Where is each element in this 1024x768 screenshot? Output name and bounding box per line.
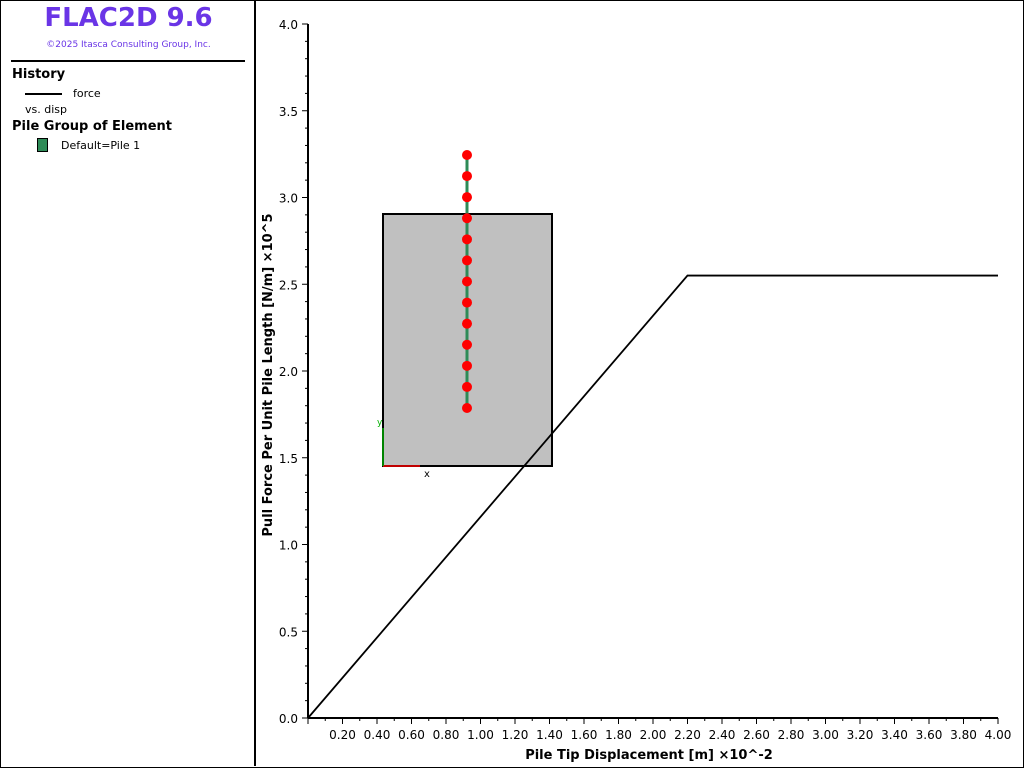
x-tick-label: 0.20 xyxy=(329,728,356,742)
chart-series xyxy=(307,274,998,719)
inset-pile-node xyxy=(462,360,472,371)
legend-divider xyxy=(11,60,245,62)
x-tick-label: 2.60 xyxy=(743,728,770,742)
history-section-title: History xyxy=(12,67,66,82)
inset-pile-node xyxy=(462,171,472,182)
history-line-swatch xyxy=(25,93,62,95)
y-tick-label: 4.0 xyxy=(279,18,298,32)
inset-pile-node xyxy=(462,213,472,224)
legend-panel: FLAC2D 9.6 ©2025 Itasca Consulting Group… xyxy=(1,1,256,766)
inset-pile-node xyxy=(462,192,472,203)
x-tick-label: 0.80 xyxy=(433,728,460,742)
model-inset: xy xyxy=(377,150,553,480)
pile-color-swatch xyxy=(37,138,48,152)
inset-pile-node xyxy=(462,381,472,392)
chart-labels: 0.0 0.5 1.0 1.5 2.0 2.5 3.0 3.5 4.0 0.20 0.40 0.60 0… xyxy=(261,18,1011,763)
y-tick-label: 2.5 xyxy=(279,278,298,292)
series-line-force xyxy=(307,274,998,719)
x-tick-label: 3.40 xyxy=(881,728,908,742)
x-tick-label: 0.40 xyxy=(364,728,391,742)
y-tick-label: 0.0 xyxy=(279,712,298,726)
x-tick-label: 1.80 xyxy=(605,728,632,742)
x-tick-label: 4.00 xyxy=(985,728,1012,742)
x-tick-label: 2.80 xyxy=(778,728,805,742)
chart-axes xyxy=(302,23,999,724)
y-tick-label: 0.5 xyxy=(279,625,298,639)
y-tick-label: 1.0 xyxy=(279,539,298,553)
history-vs-label: vs. disp xyxy=(25,103,67,116)
inset-pile-node xyxy=(462,255,472,266)
x-tick-label: 0.60 xyxy=(398,728,425,742)
y-tick-label: 1.5 xyxy=(279,452,298,466)
x-tick-label: 3.00 xyxy=(812,728,839,742)
y-tick-label: 2.0 xyxy=(279,365,298,379)
inset-y-axis-label: y xyxy=(377,418,383,428)
copyright-text: ©2025 Itasca Consulting Group, Inc. xyxy=(46,40,211,50)
x-tick-label: 3.20 xyxy=(847,728,874,742)
x-tick-label: 1.60 xyxy=(571,728,598,742)
x-tick-label: 1.00 xyxy=(467,728,494,742)
pile-section-title: Pile Group of Element xyxy=(12,119,172,134)
app-title: FLAC2D 9.6 xyxy=(44,3,213,33)
x-tick-label: 3.80 xyxy=(950,728,977,742)
inset-x-axis-label: x xyxy=(424,469,430,480)
inset-pile-node xyxy=(462,150,472,160)
y-tick-label: 3.5 xyxy=(279,105,298,119)
inset-pile-node xyxy=(462,234,472,245)
inset-pile-node xyxy=(462,403,472,413)
x-tick-label: 1.40 xyxy=(536,728,563,742)
inset-pile-node xyxy=(462,339,472,350)
pile-entry-label: Default=Pile 1 xyxy=(61,139,141,152)
x-tick-label: 1.20 xyxy=(502,728,529,742)
inset-pile-node xyxy=(462,276,472,287)
x-axis-label: Pile Tip Displacement [m] ×10^-2 xyxy=(525,748,773,763)
y-axis-label: Pull Force Per Unit Pile Length [N/m] ×1… xyxy=(261,213,276,536)
history-series-label: force xyxy=(73,87,101,100)
x-tick-label: 2.00 xyxy=(640,728,667,742)
inset-pile-node xyxy=(462,318,472,329)
y-tick-label: 3.0 xyxy=(279,192,298,206)
inset-pile-node xyxy=(462,297,472,308)
x-tick-label: 2.20 xyxy=(674,728,701,742)
x-tick-label: 2.40 xyxy=(709,728,736,742)
x-tick-label: 3.60 xyxy=(916,728,943,742)
